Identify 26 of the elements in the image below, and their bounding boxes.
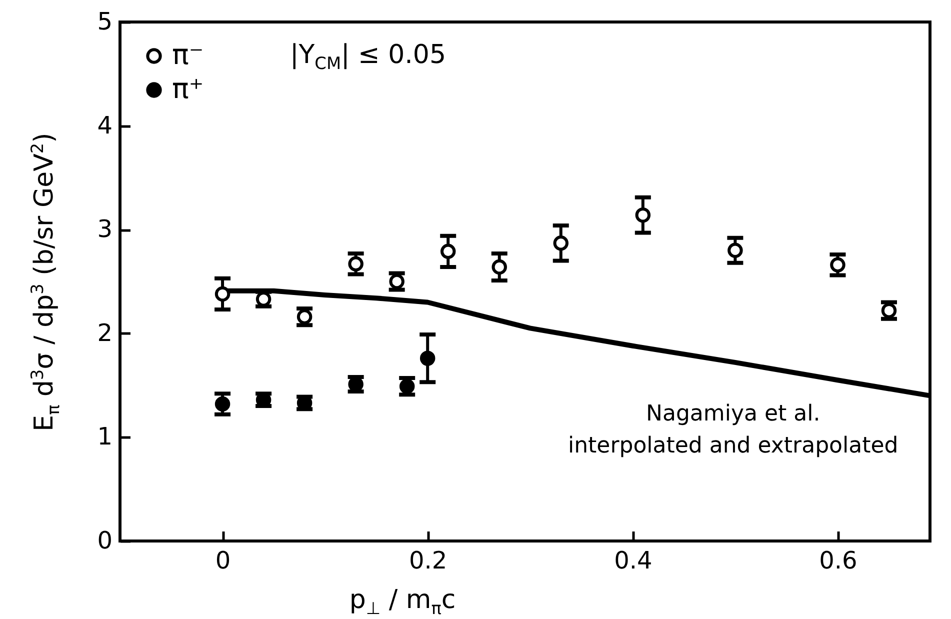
y-tick-label: 4	[97, 111, 112, 140]
x-tick-label: 0.2	[409, 546, 448, 574]
legend-label: π⁺	[172, 72, 204, 105]
point	[214, 396, 230, 412]
x-tick-label: 0	[215, 546, 231, 574]
y-tick-label: 3	[97, 215, 112, 244]
point	[420, 350, 436, 366]
y-tick-label: 0	[97, 526, 112, 554]
x-tick-label: 0.6	[819, 546, 858, 574]
y-tick-label: 2	[97, 318, 112, 347]
annotation: Nagamiya et al. interpolated and extrapolated	[568, 401, 898, 458]
y-tick-label: 5	[97, 8, 112, 36]
annotation: |Y$_{CM}$| ≤ 0.05	[290, 40, 446, 74]
point	[553, 235, 569, 251]
y-tick-label: 1	[97, 422, 112, 451]
point	[728, 242, 743, 258]
point	[348, 256, 364, 272]
point	[399, 378, 415, 394]
point	[214, 286, 230, 302]
x-tick-label: 0.4	[614, 546, 652, 574]
point	[440, 244, 456, 260]
point	[492, 259, 507, 275]
x-axis-title: p$_{⊥}$ / m$_{π}$c	[349, 585, 456, 618]
point	[635, 207, 651, 223]
point	[830, 257, 846, 273]
legend-label: π⁻	[172, 38, 204, 71]
